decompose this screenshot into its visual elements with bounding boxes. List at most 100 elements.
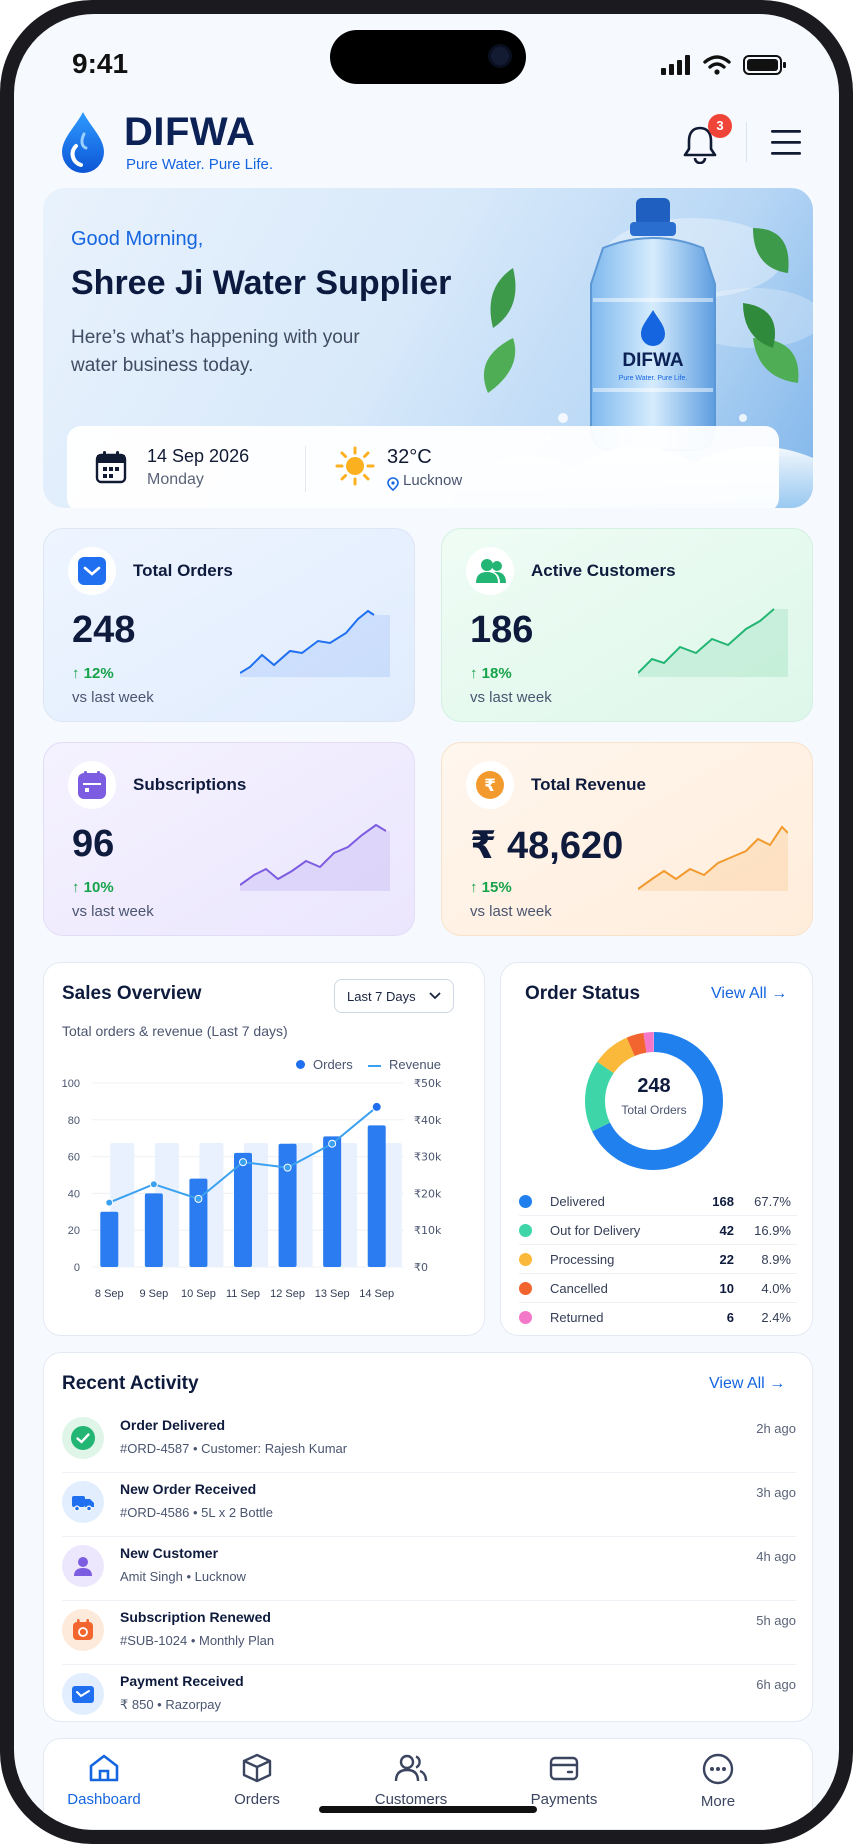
legend-line (368, 1064, 381, 1067)
home-indicator (319, 1806, 537, 1813)
app-header: DIFWA Pure Water. Pure Life. 3 (14, 106, 839, 186)
status-label: Cancelled (550, 1281, 608, 1296)
tab-customers[interactable]: Customers (351, 1753, 471, 1808)
greeting-text: Good Morning, (71, 228, 204, 250)
stat-card-total-orders[interactable]: Total Orders 248 ↑ 12% vs last week (43, 528, 415, 722)
status-color-dot (519, 1195, 532, 1208)
order-status-row: Processing 22 8.9% (519, 1245, 797, 1274)
y2-tick-label: ₹20k (414, 1187, 442, 1200)
tab-dashboard[interactable]: Dashboard (44, 1753, 164, 1808)
stat-card-total-revenue[interactable]: ₹ Total Revenue ₹ 48,620 ↑ 15% vs last w… (441, 742, 813, 936)
menu-icon[interactable] (769, 128, 803, 158)
y-tick-label: 100 (62, 1078, 80, 1090)
y-tick-label: 60 (68, 1152, 80, 1164)
tab-payments[interactable]: Payments (504, 1753, 624, 1808)
date-weather-bar: 14 Sep 2026 Monday 32°C Lucknow (67, 426, 779, 508)
status-percent: 67.7% (754, 1194, 791, 1209)
recent-activity-panel: Recent Activity View All → Order Deliver… (43, 1352, 813, 1722)
stat-card-active-customers[interactable]: Active Customers 186 ↑ 18% vs last week (441, 528, 813, 722)
sun-icon (335, 446, 375, 486)
order-status-donut-chart (585, 1032, 723, 1170)
activity-title: Order Delivered (120, 1417, 226, 1433)
y2-tick-label: ₹10k (414, 1224, 442, 1237)
x-tick-label: 14 Sep (359, 1288, 394, 1300)
activity-detail: #SUB-1024 • Monthly Plan (120, 1633, 275, 1648)
brand-tagline: Pure Water. Pure Life. (126, 156, 274, 173)
activity-title: Payment Received (120, 1673, 244, 1689)
order-status-row: Delivered 168 67.7% (519, 1187, 797, 1216)
activity-item[interactable]: Subscription Renewed #SUB-1024 • Monthly… (62, 1601, 796, 1665)
stat-card-subscriptions[interactable]: Subscriptions 96 ↑ 10% vs last week (43, 742, 415, 936)
orders-icon-badge (68, 547, 116, 595)
activity-title: New Customer (120, 1545, 219, 1561)
y-tick-label: 40 (68, 1188, 80, 1200)
status-count: 6 (726, 1310, 734, 1325)
home-icon (89, 1754, 119, 1782)
status-color-dot (519, 1253, 532, 1266)
revenue-point (371, 1101, 382, 1112)
tab-more[interactable]: More (658, 1753, 778, 1810)
order-status-row: Returned 6 2.4% (519, 1303, 797, 1332)
sales-overview-subtitle: Total orders & revenue (Last 7 days) (62, 1023, 288, 1039)
battery-icon (743, 55, 786, 75)
sales-overview-panel: Sales Overview Total orders & revenue (L… (43, 962, 485, 1336)
activity-item[interactable]: Payment Received ₹ 850 • Razorpay 6h ago (62, 1665, 796, 1729)
tab-label: More (700, 1793, 736, 1810)
activity-time: 4h ago (756, 1549, 796, 1564)
app-screen: 9:41 DIFWA Pure Water. Pure Life. 3 (14, 14, 839, 1830)
signal-icon (661, 55, 690, 75)
activity-detail: #ORD-4586 • 5L x 2 Bottle (120, 1505, 273, 1520)
order-status-view-all[interactable]: View All → (711, 985, 788, 1002)
users-icon (394, 1754, 428, 1782)
activity-item[interactable]: Order Delivered #ORD-4587 • Customer: Ra… (62, 1409, 796, 1473)
date-range-dropdown[interactable]: Last 7 Days (334, 979, 454, 1013)
notification-badge: 3 (708, 114, 732, 138)
y-tick-label: 80 (68, 1115, 80, 1127)
bottom-tab-bar: Dashboard Orders Customers Payments More (43, 1738, 813, 1830)
subscriptions-icon-badge (68, 761, 116, 809)
status-label: Returned (550, 1310, 604, 1325)
recent-activity-view-all[interactable]: View All → (709, 1375, 786, 1392)
order-status-title: Order Status (525, 983, 641, 1004)
donut-total: 248 (637, 1075, 671, 1097)
user-icon (74, 1557, 92, 1576)
orders-bar (100, 1211, 119, 1267)
notification-bell-icon[interactable] (682, 124, 718, 164)
sales-combo-chart: 100 ₹50k 80 ₹40k 60 ₹30k 40 ₹20k 20 ₹10k 0 ₹0 8 Sep 9… (62, 1077, 442, 1300)
stat-compare: vs last week (470, 903, 552, 920)
stat-title: Total Orders (133, 561, 233, 580)
stat-title: Subscriptions (133, 775, 247, 794)
tab-orders[interactable]: Orders (197, 1753, 317, 1808)
bottle-tagline-text: Pure Water. Pure Life. (619, 375, 688, 382)
donut-slice (585, 1032, 723, 1170)
status-label: Delivered (550, 1194, 605, 1209)
box-icon (242, 1753, 272, 1783)
order-status-row: Out for Delivery 42 16.9% (519, 1216, 797, 1245)
system-icons (661, 54, 787, 76)
stat-value: 186 (470, 609, 534, 651)
donut-slice (585, 1032, 723, 1170)
activity-title: Subscription Renewed (120, 1609, 271, 1625)
legend-orders: Orders (296, 1057, 353, 1072)
status-percent: 2.4% (761, 1310, 791, 1325)
activity-title: New Order Received (120, 1481, 257, 1497)
revenue-point (149, 1180, 158, 1189)
activity-time: 5h ago (756, 1613, 796, 1628)
location-pin-icon (387, 477, 399, 491)
activity-item[interactable]: New Customer Amit Singh • Lucknow 4h ago (62, 1537, 796, 1601)
stat-compare: vs last week (72, 903, 154, 920)
activity-item[interactable]: New Order Received #ORD-4586 • 5L x 2 Bo… (62, 1473, 796, 1537)
activity-time: 2h ago (756, 1421, 796, 1436)
y-tick-label: 20 (68, 1225, 80, 1237)
current-date: 14 Sep 2026 (147, 446, 250, 466)
inbox-icon (78, 557, 106, 585)
bottle-brand-text: DIFWA (622, 350, 683, 371)
sparkline-chart (240, 609, 390, 677)
tab-label: Customers (374, 1791, 448, 1808)
stat-title: Active Customers (531, 561, 676, 580)
status-count: 42 (719, 1223, 734, 1238)
status-count: 168 (712, 1194, 734, 1209)
legend-revenue: Revenue (368, 1057, 441, 1072)
x-tick-label: 8 Sep (95, 1288, 124, 1300)
revenue-point (283, 1163, 292, 1172)
